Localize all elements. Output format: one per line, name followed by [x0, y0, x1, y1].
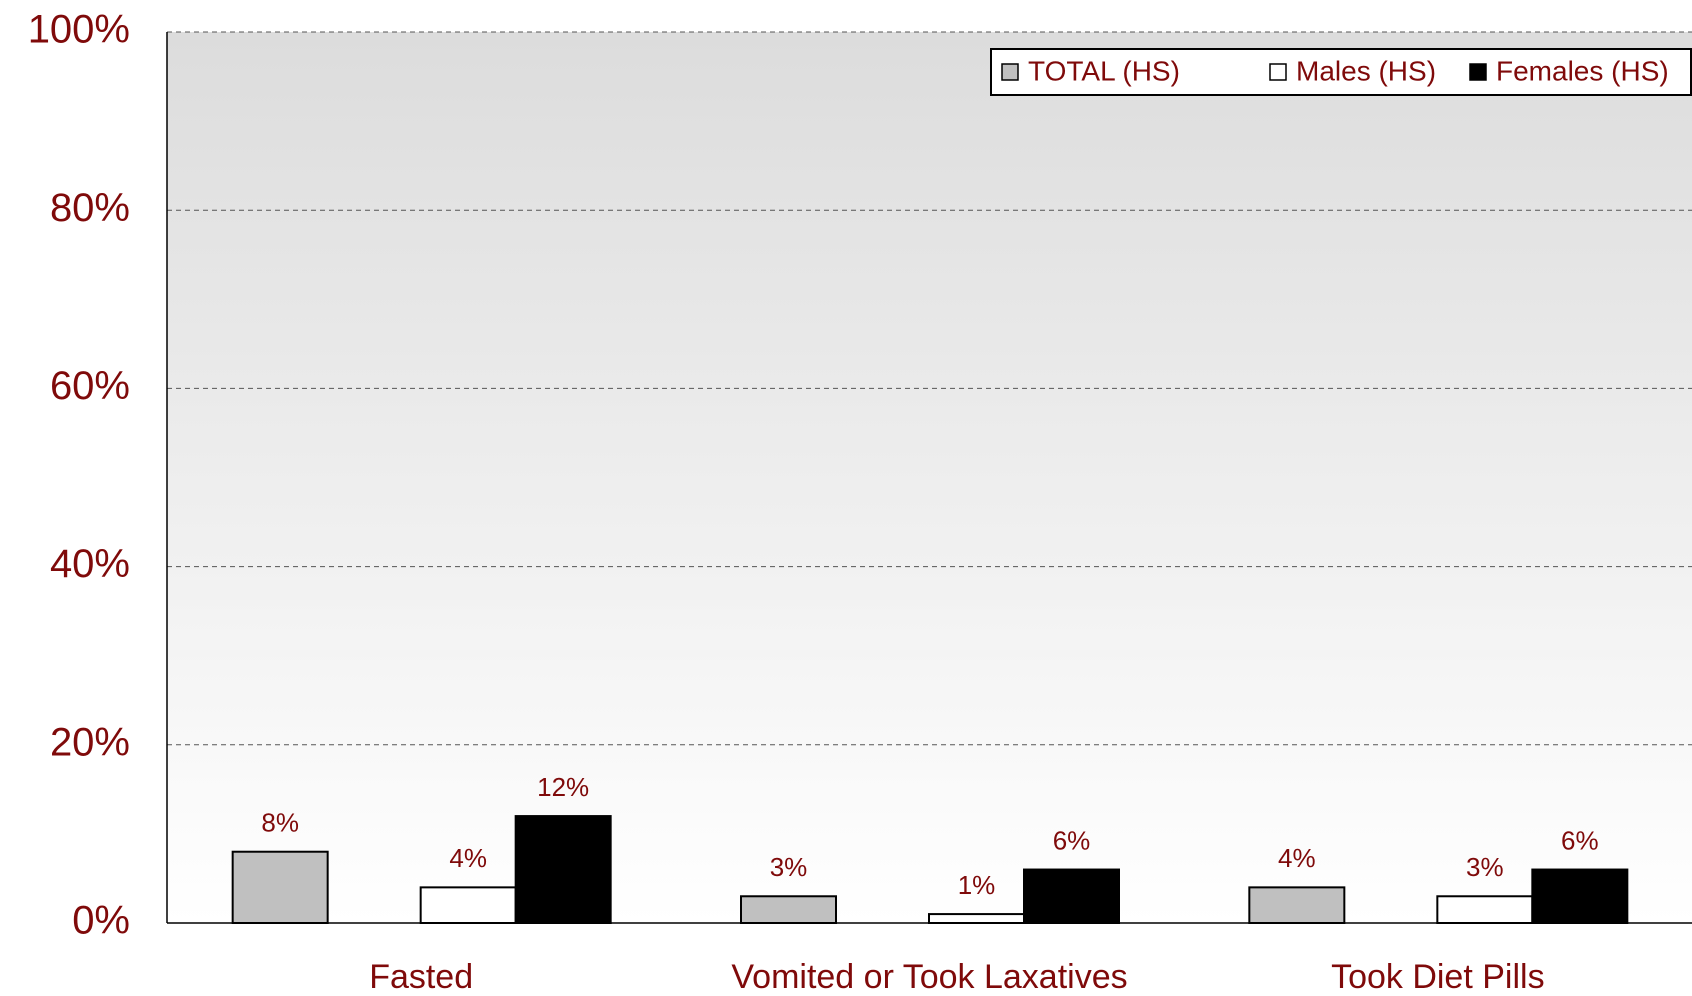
plot-area — [167, 32, 1692, 923]
bar — [1436, 895, 1534, 925]
value-label: 4% — [449, 843, 487, 873]
x-tick-label: Took Diet Pills — [1331, 958, 1545, 996]
y-tick-label: 100% — [28, 8, 130, 52]
legend-label: Females (HS) — [1496, 55, 1669, 86]
bar — [1023, 868, 1120, 924]
bar — [928, 913, 1025, 925]
value-label: 8% — [261, 808, 299, 838]
value-label: 4% — [1278, 843, 1316, 873]
legend-swatch — [1469, 63, 1487, 81]
bar — [419, 886, 517, 924]
y-tick-label: 60% — [50, 364, 130, 408]
y-tick-label: 80% — [50, 186, 130, 230]
value-label: 12% — [537, 772, 589, 802]
y-tick-label: 40% — [50, 542, 130, 586]
value-label: 6% — [1053, 825, 1091, 855]
value-label: 6% — [1561, 825, 1599, 855]
value-label: 1% — [958, 870, 996, 900]
legend-swatch — [1269, 63, 1287, 81]
x-tick-label: Vomited or Took Laxatives — [731, 958, 1127, 996]
x-tick-label: Fasted — [369, 958, 473, 996]
bar — [740, 895, 837, 925]
bar — [1531, 868, 1629, 924]
legend-box — [990, 48, 1692, 96]
bar — [231, 850, 329, 924]
bar — [514, 815, 612, 925]
y-tick-label: 20% — [50, 720, 130, 764]
value-label: 3% — [1466, 852, 1504, 882]
legend-label: TOTAL (HS) — [1028, 55, 1180, 86]
legend-label: Males (HS) — [1296, 55, 1436, 86]
value-label: 3% — [770, 852, 808, 882]
y-tick-label: 0% — [72, 899, 130, 943]
bar — [1248, 886, 1346, 924]
legend-swatch — [1001, 63, 1019, 81]
